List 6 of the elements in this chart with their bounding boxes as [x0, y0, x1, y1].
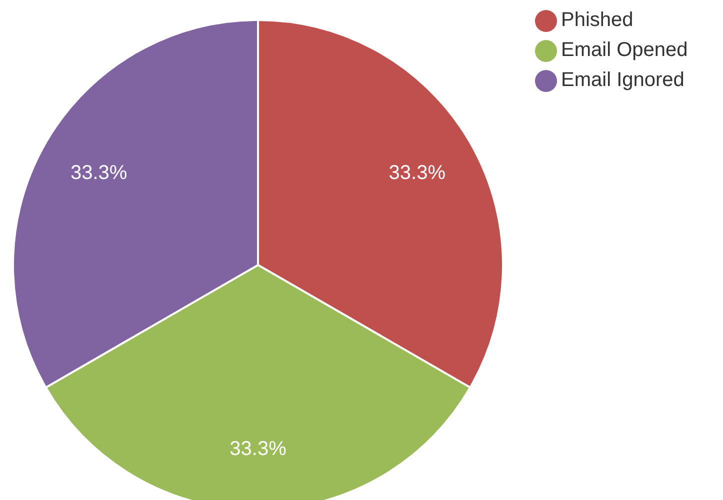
data-label: 33.3% — [70, 162, 128, 184]
legend-label: Email Opened — [561, 39, 688, 61]
data-label: 33.3% — [388, 162, 446, 184]
legend-label: Phished — [561, 9, 634, 31]
data-label: 33.3% — [230, 438, 287, 460]
legend-label: Email Ignored — [561, 69, 684, 91]
